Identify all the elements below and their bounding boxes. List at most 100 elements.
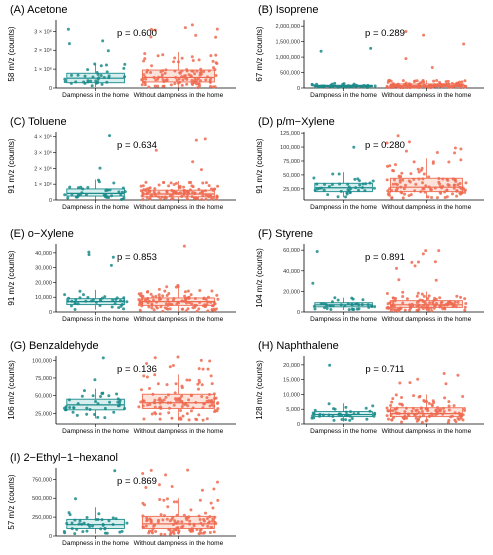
data-point xyxy=(198,73,202,77)
data-point xyxy=(179,409,183,413)
data-point xyxy=(78,296,82,300)
y-tick-label: 0 xyxy=(49,534,52,540)
data-point xyxy=(211,506,215,510)
data-point xyxy=(190,23,194,27)
data-point xyxy=(201,418,205,422)
data-point xyxy=(188,301,192,305)
data-point xyxy=(364,406,368,410)
data-point xyxy=(429,188,433,192)
data-point xyxy=(340,418,344,422)
y-tick-label: 500,000 xyxy=(32,496,52,502)
data-point xyxy=(192,524,196,528)
data-point xyxy=(110,305,114,309)
data-point xyxy=(142,73,146,77)
y-tick-label: 250,000 xyxy=(32,515,52,521)
data-point xyxy=(100,82,104,86)
data-point xyxy=(182,193,186,197)
data-point xyxy=(312,416,316,420)
data-point xyxy=(165,78,169,82)
data-point xyxy=(185,77,189,81)
data-point xyxy=(216,480,220,484)
data-point xyxy=(186,307,190,311)
data-point xyxy=(432,306,436,310)
data-point xyxy=(68,406,72,410)
data-point xyxy=(327,184,331,188)
data-point xyxy=(446,183,450,187)
data-point xyxy=(180,56,184,60)
data-point xyxy=(199,531,203,535)
data-point xyxy=(196,387,200,391)
data-point xyxy=(459,158,463,162)
data-point xyxy=(435,196,439,200)
data-point xyxy=(162,84,166,88)
data-point xyxy=(438,190,442,194)
data-point xyxy=(424,184,428,188)
data-point xyxy=(96,80,100,84)
data-point xyxy=(138,308,142,312)
data-point xyxy=(91,394,95,398)
data-point xyxy=(152,308,156,312)
data-point xyxy=(211,517,215,521)
data-point xyxy=(147,189,151,193)
data-point xyxy=(445,195,449,199)
data-point xyxy=(201,406,205,410)
data-point xyxy=(158,197,162,201)
data-point xyxy=(166,505,170,509)
data-point xyxy=(460,80,464,84)
data-point xyxy=(91,524,95,528)
data-point xyxy=(177,301,181,305)
data-point xyxy=(201,523,205,527)
data-point xyxy=(199,521,203,525)
data-point xyxy=(207,184,211,188)
data-point xyxy=(199,191,203,195)
y-axis-label: 57 m/z (counts) xyxy=(7,474,16,529)
y-tick-label: 0 xyxy=(297,86,300,92)
y-tick-label: 15,000 xyxy=(283,378,300,384)
data-point xyxy=(85,516,89,520)
data-point xyxy=(169,83,173,87)
data-point xyxy=(443,190,447,194)
data-point xyxy=(84,299,88,303)
data-point xyxy=(193,191,197,195)
data-point xyxy=(332,407,336,411)
data-point xyxy=(146,289,150,293)
data-point xyxy=(180,69,184,73)
data-point xyxy=(155,300,159,304)
data-point xyxy=(358,183,362,187)
data-point xyxy=(315,250,319,254)
data-point xyxy=(166,303,170,307)
data-point xyxy=(172,500,176,504)
data-point xyxy=(207,520,211,524)
data-point xyxy=(331,172,335,176)
data-point xyxy=(156,54,160,58)
data-point xyxy=(194,33,198,37)
data-point xyxy=(67,296,71,300)
data-point xyxy=(145,518,149,522)
data-point xyxy=(413,189,417,193)
data-point xyxy=(173,391,177,395)
data-point xyxy=(437,408,441,412)
data-point xyxy=(319,301,323,305)
data-point xyxy=(209,374,213,378)
data-point xyxy=(142,399,146,403)
data-point xyxy=(185,189,189,193)
data-point xyxy=(420,420,424,424)
data-point xyxy=(436,406,440,410)
data-point xyxy=(123,190,127,194)
data-point xyxy=(102,76,106,80)
data-point xyxy=(172,403,176,407)
data-point xyxy=(86,68,90,72)
data-point xyxy=(68,185,72,189)
data-point xyxy=(215,402,219,406)
data-point xyxy=(357,179,361,183)
data-point xyxy=(70,527,74,531)
data-point xyxy=(197,514,201,518)
y-tick-label: 5,000 xyxy=(286,407,300,413)
data-point xyxy=(186,289,190,293)
data-point xyxy=(120,190,124,194)
data-point xyxy=(388,164,392,168)
data-point xyxy=(207,393,211,397)
data-point xyxy=(442,410,446,414)
data-point xyxy=(209,54,213,58)
data-point xyxy=(312,176,316,180)
